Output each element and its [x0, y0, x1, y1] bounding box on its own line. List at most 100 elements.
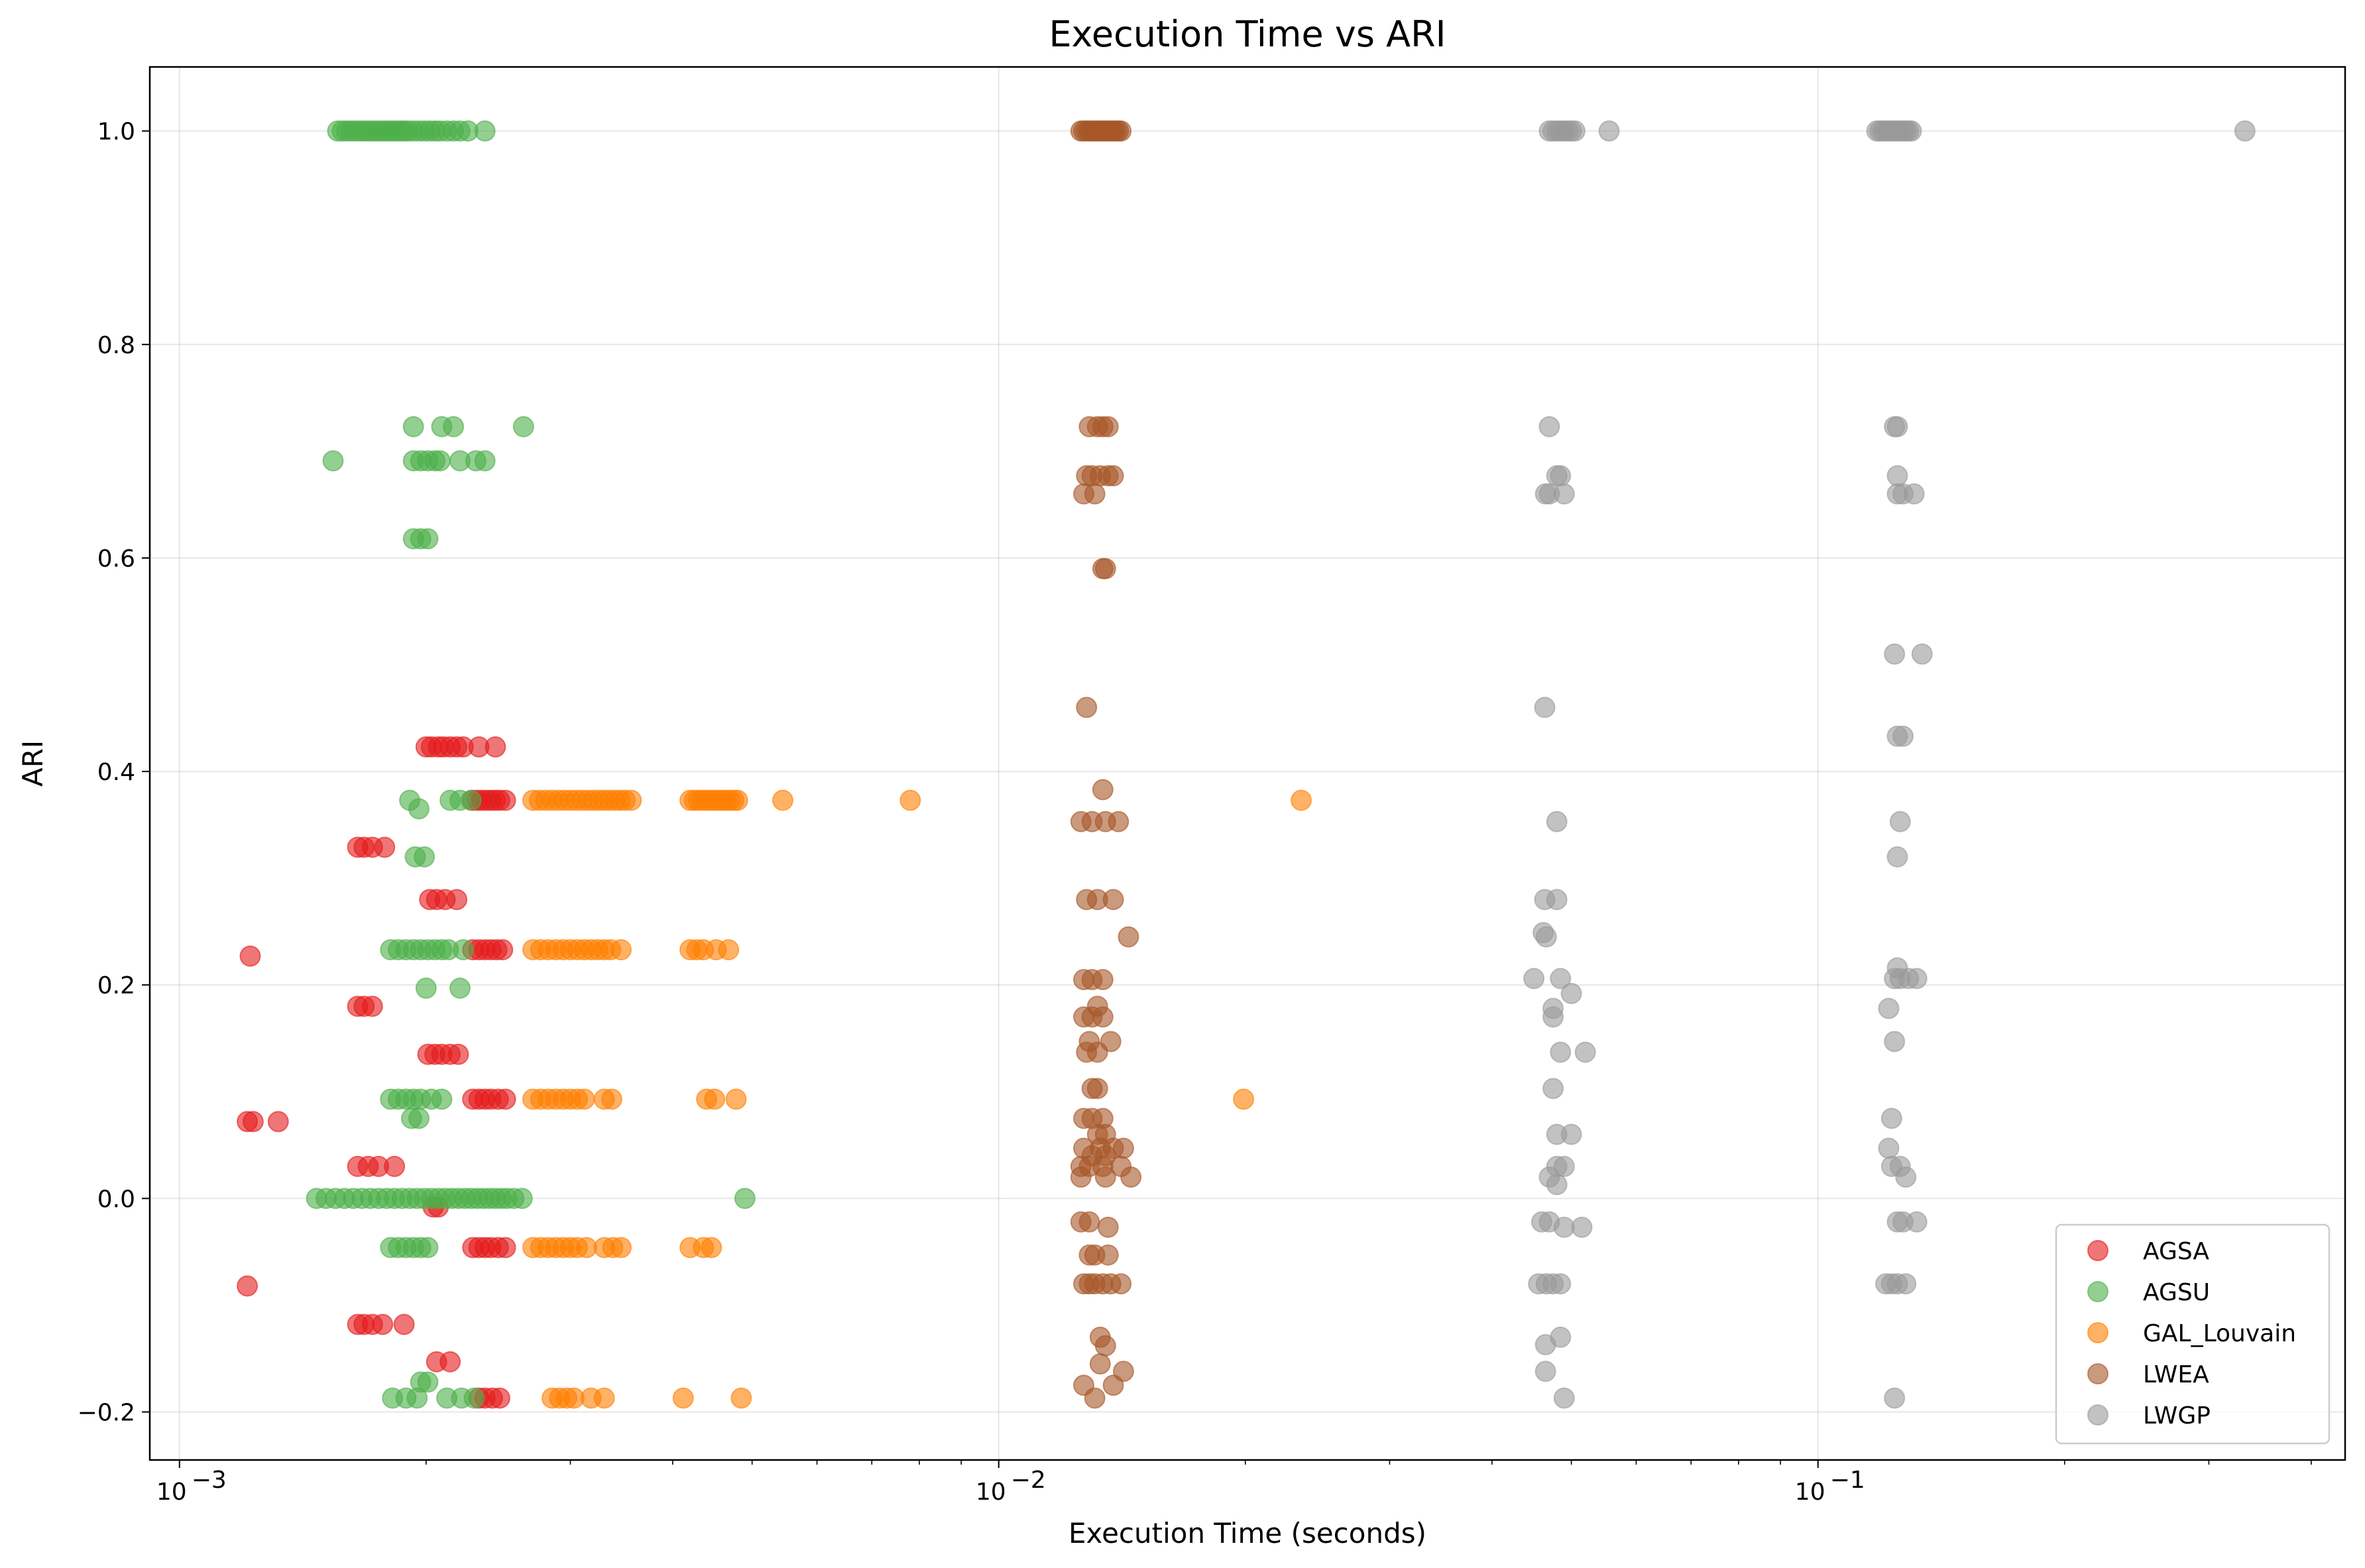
data-point	[1542, 1078, 1564, 1099]
data-point	[601, 1088, 622, 1110]
data-point	[1878, 1137, 1900, 1159]
data-point	[1884, 643, 1906, 665]
legend: AGSA AGSU GAL_Louvain LWEA LWGP	[2055, 1223, 2331, 1445]
data-point	[1889, 811, 1911, 832]
data-point	[1112, 1137, 1134, 1159]
data-point	[1911, 643, 1933, 665]
data-point	[1084, 1387, 1106, 1409]
legend-marker	[2087, 1322, 2108, 1343]
data-point	[449, 978, 471, 999]
data-point	[417, 1371, 439, 1393]
data-point	[730, 1387, 752, 1409]
data-point	[1884, 1387, 1906, 1409]
data-point	[575, 1237, 597, 1259]
data-point	[1546, 889, 1568, 911]
data-point	[620, 789, 642, 811]
data-point	[417, 1237, 439, 1259]
data-point	[1110, 120, 1132, 142]
data-point	[1546, 811, 1568, 832]
x-tick-base: 10	[156, 1479, 187, 1506]
data-point	[1102, 465, 1124, 486]
data-point	[1886, 846, 1908, 868]
data-point	[1900, 120, 1922, 142]
data-point	[374, 836, 396, 858]
data-point	[494, 789, 516, 811]
data-point	[1118, 926, 1139, 948]
data-point	[1895, 1273, 1917, 1295]
data-point	[1094, 1335, 1116, 1357]
legend-item: GAL_Louvain	[2087, 1320, 2296, 1347]
series-agsu	[306, 120, 756, 1409]
data-point	[446, 889, 468, 911]
data-point	[610, 1237, 632, 1259]
data-point	[1102, 889, 1124, 911]
data-point	[1086, 1078, 1108, 1099]
data-point	[1550, 968, 1572, 989]
data-point	[492, 939, 514, 961]
data-point	[474, 120, 496, 142]
data-point	[452, 939, 474, 961]
data-point	[267, 1111, 289, 1133]
data-point	[494, 1088, 516, 1110]
data-point	[672, 1387, 694, 1409]
data-point	[1092, 1006, 1114, 1028]
series-lwgp	[1523, 120, 2256, 1409]
data-point	[489, 1387, 510, 1409]
data-point	[610, 939, 632, 961]
data-point	[322, 450, 344, 472]
data-point	[1070, 1166, 1092, 1188]
data-point	[494, 1237, 516, 1259]
legend-item: AGSU	[2087, 1279, 2210, 1306]
y-tick-label: 0.2	[97, 972, 135, 999]
x-tick-exponent: −2	[1011, 1467, 1046, 1494]
data-point	[1094, 558, 1116, 580]
data-point	[1523, 968, 1545, 989]
data-point	[1598, 120, 1620, 142]
series-lwea	[1070, 120, 1142, 1409]
data-point	[463, 1387, 485, 1409]
data-point	[1102, 1374, 1124, 1396]
data-point	[1550, 1273, 1572, 1295]
data-point	[361, 995, 383, 1017]
data-point	[1534, 1361, 1556, 1382]
data-point	[1553, 483, 1575, 505]
legend-label: LWEA	[2143, 1361, 2209, 1388]
data-point	[1097, 1244, 1119, 1266]
data-point	[1571, 1216, 1593, 1238]
data-point	[431, 1088, 453, 1110]
legend-label: AGSA	[2143, 1238, 2209, 1265]
data-point	[593, 1387, 615, 1409]
data-point	[1884, 1031, 1906, 1052]
legend-item: LWGP	[2087, 1402, 2211, 1429]
data-point	[704, 1088, 726, 1110]
data-point	[1553, 1387, 1575, 1409]
data-point	[1895, 1166, 1917, 1188]
x-tick-exponent: −3	[192, 1467, 227, 1494]
legend-marker	[2087, 1240, 2108, 1261]
data-point	[429, 450, 451, 472]
data-point	[1550, 465, 1572, 486]
data-point	[2234, 120, 2256, 142]
data-point	[1291, 789, 1312, 811]
legend-marker	[2087, 1281, 2108, 1302]
data-point	[1089, 1353, 1111, 1375]
x-axis-label: Execution Time (seconds)	[1068, 1517, 1426, 1549]
data-points	[237, 120, 2256, 1409]
data-point	[443, 416, 465, 437]
data-point	[1084, 483, 1106, 505]
data-point	[1086, 1041, 1108, 1063]
chart-title: Execution Time vs ARI	[1049, 13, 1446, 55]
data-point	[734, 1188, 756, 1209]
data-point	[1878, 997, 1900, 1019]
data-point	[242, 1111, 264, 1133]
data-point	[772, 789, 793, 811]
data-point	[1903, 483, 1925, 505]
y-tick-label: 0.8	[97, 332, 135, 359]
data-point	[408, 798, 430, 820]
data-point	[1892, 725, 1914, 747]
x-tick-label: 10 −2	[976, 1467, 1046, 1506]
x-tick-exponent: −1	[1830, 1467, 1865, 1494]
y-tick-label: 1.0	[97, 119, 135, 146]
data-point	[1092, 969, 1114, 991]
